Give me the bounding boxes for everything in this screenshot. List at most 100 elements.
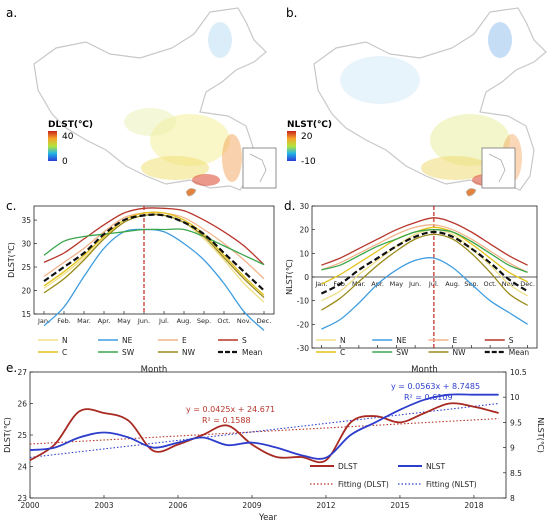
x-tick-label: Jan.: [37, 317, 50, 325]
y-axis-label: DLST(℃): [3, 417, 12, 453]
heat-patch: [141, 156, 209, 180]
series-line-sw: [43, 228, 265, 266]
chart-nlst-monthly: -30-20-100102030Jan.Feb.Mar.Apr.MayJun.J…: [285, 202, 538, 375]
legend-label: NW: [182, 348, 196, 357]
series-line-nw: [321, 233, 528, 311]
y-tick-label: 0: [304, 273, 309, 282]
legend-label: Mean: [242, 348, 263, 357]
y-tick-label: -20: [297, 320, 309, 329]
hainan-island: [185, 188, 197, 197]
fit-equation: y = 0.0563x + 8.7485: [391, 382, 480, 391]
legend-label: NW: [453, 348, 467, 357]
panel-label-b: b.: [286, 6, 297, 20]
trend-line-dlst: [29, 418, 499, 445]
x-tick-label: Mar.: [77, 317, 91, 325]
heat-patch: [488, 22, 512, 58]
legend-label: NLST: [426, 462, 446, 471]
map-nlst: b. NLST(℃) 20 -10: [286, 6, 547, 197]
legend-label: C: [340, 348, 345, 357]
x-tick-label: Jan.: [314, 280, 327, 288]
x-tick-label: Mar.: [352, 280, 366, 288]
legend-title-b: NLST(℃): [287, 120, 332, 130]
y-tick-label: 26: [17, 400, 27, 409]
series-line-n: [321, 229, 528, 302]
legend-label: Mean: [509, 348, 530, 357]
x-tick-label: Sep.: [197, 317, 211, 325]
y-tick-label: 27: [17, 368, 27, 377]
panel-label-a: a.: [6, 6, 17, 20]
series-line-nlst: [29, 393, 499, 460]
legend-label: E: [453, 336, 458, 345]
x-tick-label: 2015: [390, 501, 409, 510]
series-line-c: [43, 211, 265, 296]
x-axis-label: Month: [141, 365, 168, 375]
series-line-c: [321, 226, 528, 285]
panel-label-d: d.: [284, 199, 295, 213]
inset-box-b: [481, 147, 516, 189]
legend-label: N: [340, 336, 346, 345]
y-tick-label: 15: [21, 310, 31, 319]
heat-patch: [124, 108, 176, 136]
inset-islands: [249, 153, 267, 183]
x-axis-label: Year: [258, 513, 278, 523]
y-tick-label: 24: [17, 463, 27, 472]
panel-label-c: c.: [6, 199, 16, 213]
panel-label-e: e.: [6, 361, 17, 375]
x-axis-label: Month: [411, 365, 438, 375]
x-tick-label: Nov.: [237, 317, 251, 325]
heat-patch: [421, 156, 489, 180]
chart-annual-trend: 23 24 25 26 27 8 8.5 9 9.5 10 10.5 2000 2003 2006 2009…: [3, 368, 545, 523]
series-line-dlst: [29, 402, 499, 464]
y-tick-label: -30: [297, 344, 309, 353]
x-tick-label: Apr.: [98, 317, 111, 325]
legend-label: DLST: [338, 462, 358, 471]
heat-patch: [222, 134, 242, 182]
x-tick-label: Feb.: [57, 317, 71, 325]
series-line-ne: [321, 257, 528, 330]
y2-tick-label: 10.5: [510, 368, 527, 377]
y2-tick-label: 9: [510, 444, 515, 453]
colorbar-a: [48, 131, 57, 161]
trend-line-nlst: [29, 402, 499, 458]
x-tick-label: 2018: [464, 501, 483, 510]
x-tick-label: Jul.: [158, 317, 169, 325]
x-tick-label: 2009: [242, 501, 261, 510]
x-tick-label: 2003: [94, 501, 113, 510]
y2-tick-label: 8.5: [510, 469, 522, 478]
y-tick-label: 25: [21, 263, 31, 272]
legend-label: NE: [396, 336, 407, 345]
legend-label: Fitting (DLST): [338, 480, 389, 489]
legend-label: E: [182, 336, 187, 345]
legend-label: N: [62, 336, 68, 345]
y-tick-label: 25: [17, 431, 27, 440]
inset-box-a: [242, 147, 277, 189]
fit-equation: R² = 0.1588: [202, 416, 251, 425]
colorbar-b: [287, 131, 296, 161]
y-axis-label: NLST(℃): [285, 259, 294, 295]
x-tick-label: Dec.: [520, 280, 535, 288]
heat-patch: [192, 174, 220, 186]
fit-equation: R² = 0.6109: [404, 393, 453, 402]
x-tick-label: Oct.: [483, 280, 496, 288]
x-tick-label: 2000: [20, 501, 39, 510]
legend-max-a: 40: [62, 132, 74, 142]
x-tick-label: Jun.: [137, 317, 150, 325]
heat-patch: [340, 56, 420, 104]
legend-min-a: 0: [62, 157, 68, 167]
y-tick-label: -10: [297, 297, 309, 306]
x-tick-label: Oct.: [217, 317, 230, 325]
legend-label: Fitting (NLST): [426, 480, 477, 489]
legend-title-a: DLST(℃): [48, 120, 93, 130]
heat-patch: [208, 22, 232, 58]
heat-patch: [150, 114, 230, 166]
hainan-island: [465, 188, 477, 197]
series-line-e: [321, 224, 528, 273]
fit-equation: y = 0.0425x + 24.671: [186, 405, 275, 414]
legend-max-b: 20: [301, 132, 313, 142]
legend-label: S: [509, 336, 514, 345]
inset-islands: [488, 153, 506, 183]
x-tick-label: Jun.: [408, 280, 421, 288]
y-tick-label: 20: [299, 226, 309, 235]
x-tick-label: Dec.: [257, 317, 272, 325]
series-line-sw: [321, 229, 528, 273]
